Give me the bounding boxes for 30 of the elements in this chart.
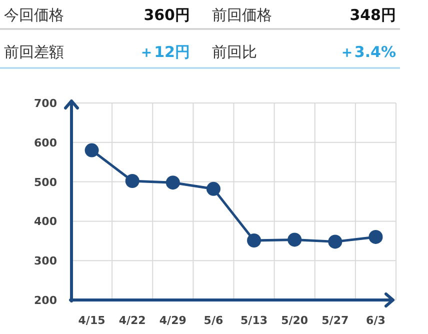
text: 前回価格 bbox=[212, 6, 272, 24]
point bbox=[125, 174, 140, 188]
x-tick-label: 5/27 bbox=[322, 314, 349, 327]
x-tick-label: 4/15 bbox=[78, 314, 106, 327]
x-tick-label: 5/6 bbox=[204, 314, 224, 327]
text: ＋3.4% bbox=[339, 43, 396, 61]
point bbox=[206, 182, 220, 196]
point bbox=[368, 230, 383, 244]
text: 348円 bbox=[350, 6, 396, 24]
point bbox=[166, 176, 180, 190]
text: 今回価格 bbox=[4, 6, 64, 24]
text: 前回比 bbox=[212, 43, 257, 61]
point bbox=[84, 143, 99, 158]
text: 360円 bbox=[144, 6, 190, 24]
x-tick-label: 5/13 bbox=[240, 314, 268, 327]
y-tick-label: 200 bbox=[34, 294, 58, 307]
point bbox=[328, 234, 342, 249]
y-tick-label: 600 bbox=[34, 136, 58, 150]
point bbox=[247, 234, 262, 248]
y-tick-label: 500 bbox=[34, 176, 58, 189]
y-tick-label: 300 bbox=[34, 254, 58, 268]
x-tick-label: 4/22 bbox=[118, 314, 146, 327]
y-tick-label: 400 bbox=[34, 215, 58, 228]
x-tick-label: 5/20 bbox=[281, 314, 308, 327]
point bbox=[288, 232, 302, 247]
x-tick-label: 4/29 bbox=[159, 314, 186, 327]
x-tick-label: 6/3 bbox=[366, 314, 386, 327]
y-tick-label: 700 bbox=[34, 97, 58, 110]
text: 前回差額 bbox=[4, 43, 64, 61]
text: ＋12円 bbox=[139, 43, 190, 61]
